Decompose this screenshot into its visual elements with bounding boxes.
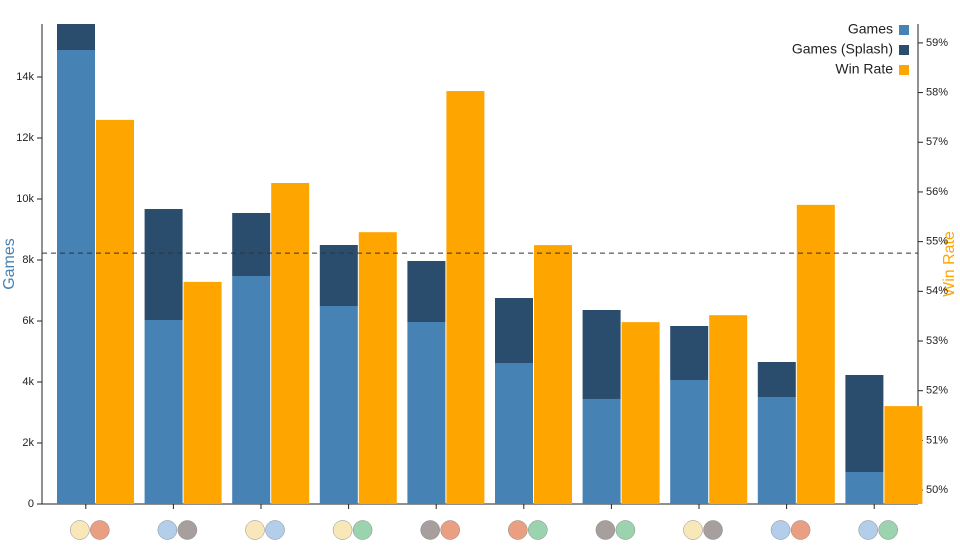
y2-tick-label: 57% (926, 136, 948, 148)
mana-icon (508, 520, 528, 540)
bar-win-rate (96, 119, 134, 504)
y-tick-label: 12k (16, 132, 34, 144)
bar-games (232, 276, 271, 504)
mana-icon (420, 520, 440, 540)
mana-icon (90, 520, 110, 540)
bar-win-rate (709, 315, 748, 504)
bar-win-rate (534, 245, 572, 504)
bar-win-rate (621, 322, 660, 504)
legend-swatch (899, 65, 909, 75)
mana-icon (528, 520, 548, 540)
mana-icon (595, 520, 616, 540)
bar-splash (144, 209, 183, 320)
y2-tick-label: 59% (926, 37, 948, 49)
legend-text: Win Rate (835, 61, 893, 77)
legend-swatch (899, 45, 909, 55)
y-tick-label: 0 (28, 498, 34, 510)
y2-tick-label: 53% (926, 335, 948, 347)
y2-tick-label: 55% (926, 236, 948, 248)
legend-text: Games (Splash) (792, 41, 893, 57)
bar-games (757, 397, 796, 504)
bar-win-rate (358, 232, 397, 504)
mana-icon (70, 520, 90, 540)
y-tick-label: 2k (22, 437, 34, 449)
y2-tick-label: 50% (926, 484, 948, 496)
mana-icon (352, 520, 373, 540)
mana-icon (440, 520, 460, 540)
mana-icon (858, 520, 878, 540)
mana-icon (703, 520, 723, 540)
y2-tick-label: 52% (926, 385, 948, 397)
mana-icon (790, 520, 811, 540)
mana-icon (683, 520, 703, 540)
bar-splash (407, 261, 446, 323)
y-axis-title: Games (1, 238, 18, 290)
mana-icon (878, 520, 898, 540)
mana-icon (770, 520, 791, 540)
legend-swatch (899, 25, 909, 35)
y-tick-label: 10k (16, 193, 34, 205)
mana-icon (177, 520, 198, 540)
bar-splash (845, 374, 884, 473)
bar-splash (582, 309, 621, 399)
bar-games (319, 305, 358, 504)
bar-games (495, 363, 533, 504)
y2-tick-label: 54% (926, 285, 948, 297)
mana-icon (265, 520, 285, 540)
y2-axis-title: Win Rate (941, 231, 958, 297)
y2-tick-label: 51% (926, 434, 948, 446)
bar-win-rate (884, 406, 923, 504)
mana-icon (615, 520, 636, 540)
mana-icon (157, 520, 178, 540)
bar-games (144, 319, 183, 504)
legend-text: Games (848, 21, 893, 37)
y-tick-label: 4k (22, 376, 34, 388)
y2-tick-label: 58% (926, 86, 948, 98)
y-tick-label: 14k (16, 71, 34, 83)
bar-games (57, 50, 95, 504)
bar-splash (495, 298, 533, 364)
mana-icon (245, 520, 265, 540)
mana-icon (332, 520, 353, 540)
bar-splash (319, 244, 358, 306)
bar-win-rate (446, 91, 485, 504)
bar-win-rate (183, 281, 222, 504)
y-tick-label: 8k (22, 254, 34, 266)
bar-splash (670, 326, 709, 380)
bar-splash (757, 361, 796, 398)
bar-splash (232, 213, 271, 277)
y2-tick-label: 56% (926, 186, 948, 198)
bar-win-rate (796, 204, 835, 504)
bar-games (407, 322, 446, 504)
bar-games (845, 472, 884, 504)
y-tick-label: 6k (22, 315, 34, 327)
bar-games (582, 398, 621, 504)
bar-win-rate (271, 183, 310, 504)
bar-games (670, 379, 709, 504)
bar-splash (57, 24, 95, 51)
